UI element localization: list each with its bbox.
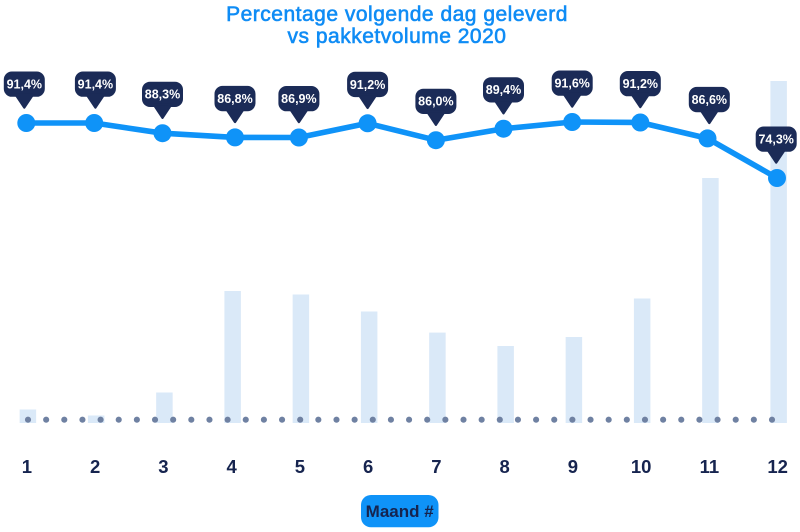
svg-text:5: 5 (295, 456, 305, 477)
svg-text:86,0%: 86,0% (418, 95, 453, 109)
svg-text:10: 10 (631, 456, 652, 477)
svg-text:6: 6 (363, 456, 373, 477)
svg-text:91,2%: 91,2% (623, 77, 658, 91)
svg-text:4: 4 (227, 456, 238, 477)
svg-text:86,9%: 86,9% (281, 92, 316, 106)
svg-text:2: 2 (90, 456, 100, 477)
svg-text:91,6%: 91,6% (554, 77, 589, 91)
svg-text:91,4%: 91,4% (7, 78, 42, 92)
svg-text:Maand #: Maand # (366, 502, 435, 521)
svg-text:74,3%: 74,3% (758, 133, 793, 147)
svg-text:1: 1 (22, 456, 32, 477)
svg-text:88,3%: 88,3% (145, 88, 180, 102)
svg-text:86,8%: 86,8% (217, 92, 252, 106)
svg-text:8: 8 (500, 456, 510, 477)
svg-text:7: 7 (431, 456, 441, 477)
svg-text:12: 12 (767, 456, 788, 477)
svg-text:11: 11 (700, 456, 720, 477)
svg-text:3: 3 (158, 456, 168, 477)
svg-text:91,4%: 91,4% (78, 78, 113, 92)
svg-text:86,6%: 86,6% (692, 93, 727, 107)
svg-text:9: 9 (568, 456, 578, 477)
svg-text:89,4%: 89,4% (486, 83, 521, 97)
svg-text:91,2%: 91,2% (350, 78, 385, 92)
